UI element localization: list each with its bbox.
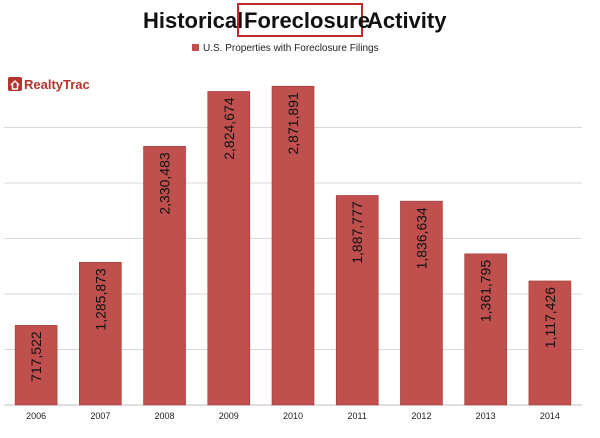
title-highlight-box	[237, 3, 363, 37]
x-tick-2008: 2008	[155, 411, 175, 421]
bar-2011	[335, 195, 379, 406]
chart-title-part-3: Activity	[367, 8, 447, 33]
x-tick-2012: 2012	[411, 411, 431, 421]
data-label-2006: 717,522	[28, 331, 44, 382]
bar-2013	[464, 253, 507, 406]
x-tick-2006: 2006	[26, 411, 46, 421]
x-tick-2007: 2007	[90, 411, 110, 421]
x-tick-2014: 2014	[540, 411, 560, 421]
x-axis-ticks: 2006 2007 2008 2009 2010 2011 2012 2013 2014	[26, 411, 560, 421]
bar-2009	[207, 91, 251, 406]
data-label-2014: 1,117,426	[542, 287, 558, 348]
bar-2007	[79, 261, 122, 406]
legend-swatch	[192, 44, 199, 51]
bar-2012	[400, 200, 443, 406]
x-tick-2009: 2009	[219, 411, 239, 421]
data-label-2011: 1,887,777	[349, 201, 365, 263]
x-tick-2011: 2011	[348, 411, 367, 421]
legend-label: U.S. Properties with Foreclosure Filings	[203, 43, 379, 54]
data-label-2010: 2,871,891	[285, 92, 301, 154]
chart-title-highlight-word: Foreclosure	[244, 8, 370, 33]
data-label-2009: 2,824,674	[221, 97, 237, 159]
x-tick-2010: 2010	[283, 411, 303, 421]
data-labels: 717,522 1,285,873 2,330,483 2,824,674 2,871,…	[28, 92, 558, 382]
bar-2008	[143, 146, 186, 406]
x-tick-2013: 2013	[476, 411, 496, 421]
bar-2010	[271, 85, 315, 406]
realtytrac-logo: RealtyTrac	[8, 77, 90, 92]
bar-2006	[14, 325, 58, 406]
data-label-2007: 1,285,873	[92, 268, 108, 330]
bars	[14, 85, 572, 406]
data-label-2013: 1,361,795	[478, 260, 494, 322]
bar-2014	[528, 280, 572, 406]
house-icon-roof	[10, 80, 20, 90]
data-label-2008: 2,330,483	[157, 152, 173, 214]
chart-title-part-1: Historical	[143, 8, 243, 33]
house-icon	[8, 77, 22, 91]
data-label-2012: 1,836,634	[413, 207, 429, 269]
logo-text: RealtyTrac	[24, 77, 90, 92]
